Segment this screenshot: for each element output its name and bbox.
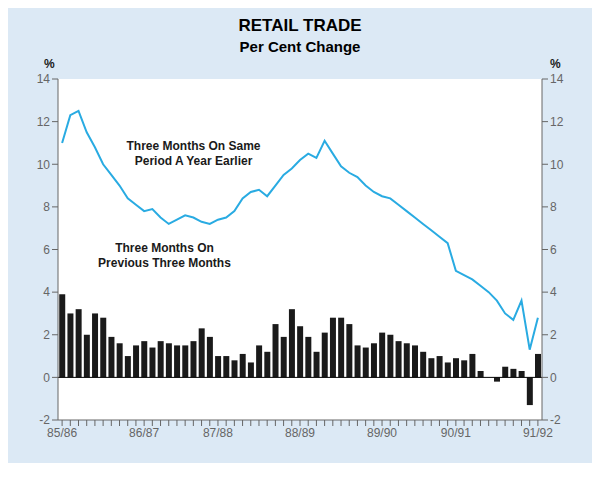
svg-text:88/89: 88/89 [285,426,315,440]
svg-text:90/91: 90/91 [441,426,471,440]
html-text:Three Months On Same Period A: Three Months On Same Period A Year Earli… [126,139,261,168]
svg-text:6: 6 [43,243,50,257]
svg-text:4: 4 [550,285,557,299]
svg-text:4: 4 [43,285,50,299]
svg-text:-2: -2 [39,413,50,427]
svg-text:8: 8 [550,200,557,214]
svg-text:0: 0 [550,371,557,385]
html-text:Per Cent Change: Per Cent Change [239,38,361,55]
svg-text:86/87: 86/87 [129,426,159,440]
svg-text:2: 2 [43,328,50,342]
svg-text:10: 10 [550,158,564,172]
svg-text:6: 6 [550,243,557,257]
svg-text:14: 14 [37,72,51,86]
svg-text:0: 0 [43,371,50,385]
svg-text:91/92: 91/92 [523,426,553,440]
svg-text:14: 14 [550,72,564,86]
svg-text:12: 12 [550,115,564,129]
svg-text:89/90: 89/90 [367,426,397,440]
svg-text:87/88: 87/88 [203,426,233,440]
html-text:RETAIL TRADE: RETAIL TRADE [238,16,362,35]
svg-text:-2: -2 [550,413,561,427]
svg-text:8: 8 [43,200,50,214]
svg-text:2: 2 [550,328,557,342]
svg-text:12: 12 [37,115,51,129]
svg-text:10: 10 [37,158,51,172]
html-text:Three Months On Previous Three: Three Months On Previous Three Months [98,241,231,271]
svg-text:85/86: 85/86 [47,426,77,440]
